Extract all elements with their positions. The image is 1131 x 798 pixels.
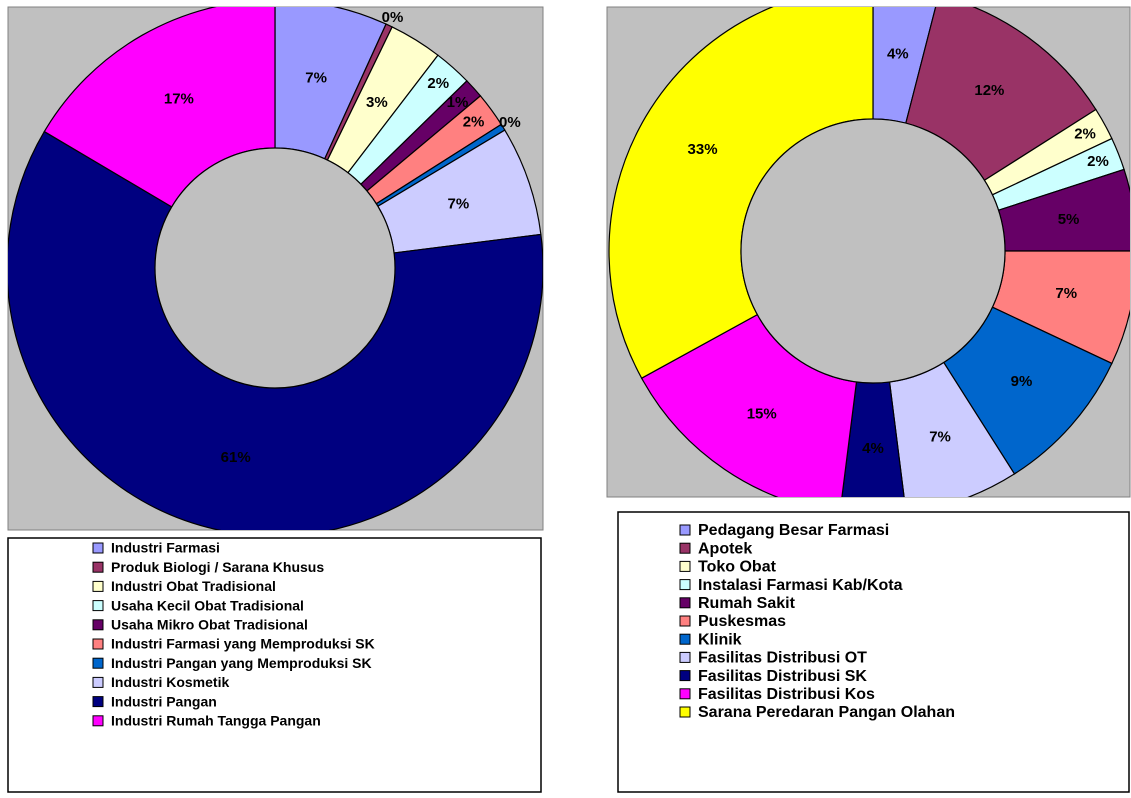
legend-swatch — [92, 580, 104, 592]
legend-label: Industri Farmasi yang Memproduksi SK — [111, 636, 375, 652]
legend-swatch — [92, 600, 104, 612]
legend-items: Industri Farmasi Produk Biologi / Sarana … — [92, 522, 955, 729]
data-label: 2% — [1074, 125, 1096, 142]
legend-label: Industri Kosmetik — [111, 674, 229, 690]
legend-swatch — [92, 619, 104, 631]
legend-swatch — [679, 706, 691, 718]
legend-label: Industri Farmasi — [111, 540, 220, 556]
donut-hole — [154, 147, 396, 389]
data-label: 12% — [974, 82, 1004, 99]
donut: 7% 0% 3% 2% 1% 2% 0% 7% 61% 17% — [8, 7, 543, 530]
legend-label: Usaha Mikro Obat Tradisional — [111, 617, 308, 633]
data-label: 2% — [427, 75, 449, 92]
legend-label: Usaha Kecil Obat Tradisional — [111, 597, 304, 613]
legend-swatch — [679, 524, 691, 536]
data-label: 7% — [447, 196, 469, 213]
legend-swatch — [679, 579, 691, 591]
data-label: 7% — [929, 428, 951, 445]
legend-swatch — [679, 670, 691, 682]
data-label: 0% — [382, 9, 404, 26]
data-label: 5% — [1058, 211, 1080, 228]
legend-label: Sarana Peredaran Pangan Olahan — [698, 704, 955, 721]
data-label: 61% — [221, 449, 251, 466]
legend — [617, 511, 1130, 793]
data-label: 3% — [366, 94, 388, 111]
legend-label: Fasilitas Distribusi Kos — [698, 686, 875, 703]
data-label: 15% — [747, 406, 777, 423]
legend-label: Industri Rumah Tangga Pangan — [111, 713, 321, 729]
data-label: 7% — [1055, 285, 1077, 302]
legend-label: Industri Pangan yang Memproduksi SK — [111, 655, 372, 671]
data-label: 17% — [164, 90, 194, 107]
data-label: 1% — [447, 94, 469, 111]
legend-label: Klinik — [698, 631, 742, 648]
legend-swatch — [92, 696, 104, 708]
legend-label: Fasilitas Distribusi SK — [698, 668, 867, 685]
legend-swatch — [679, 542, 691, 554]
legend-swatch — [92, 561, 104, 573]
data-label: 9% — [1011, 373, 1033, 390]
legend-swatch — [92, 657, 104, 669]
legend-label: Rumah Sakit — [698, 595, 796, 612]
legend-swatch — [92, 715, 104, 727]
legend-label: Puskesmas — [698, 613, 786, 630]
data-label: 0% — [499, 114, 521, 131]
legend-label: Toko Obat — [698, 559, 777, 576]
legend-label: Industri Obat Tradisional — [111, 578, 276, 594]
data-label: 4% — [862, 440, 884, 457]
legend-label: Pedagang Besar Farmasi — [698, 522, 889, 539]
legend-label: Fasilitas Distribusi OT — [698, 650, 867, 667]
legend-swatch — [679, 633, 691, 645]
legend-label: Instalasi Farmasi Kab/Kota — [698, 577, 903, 594]
data-label: 33% — [688, 141, 718, 158]
donut: 4% 12% 2% 2% 5% 7% 9% 7% 4% 15% 33% — [608, 7, 1130, 497]
legend-swatch — [679, 651, 691, 663]
data-label: 2% — [463, 114, 485, 131]
legend-label: Industri Pangan — [111, 693, 217, 709]
legend-swatch — [679, 597, 691, 609]
legend-swatch — [679, 560, 691, 572]
legend-label: Apotek — [698, 540, 752, 557]
data-label: 7% — [305, 69, 327, 86]
data-label: 2% — [1087, 153, 1109, 170]
data-label: 4% — [887, 46, 909, 63]
legend-swatch — [92, 676, 104, 688]
legend-swatch — [92, 542, 104, 554]
legend-swatch — [679, 688, 691, 700]
donut-hole — [740, 118, 1006, 384]
legend-label: Produk Biologi / Sarana Khusus — [111, 559, 324, 575]
legend-swatch — [679, 615, 691, 627]
legend-swatch — [92, 638, 104, 650]
